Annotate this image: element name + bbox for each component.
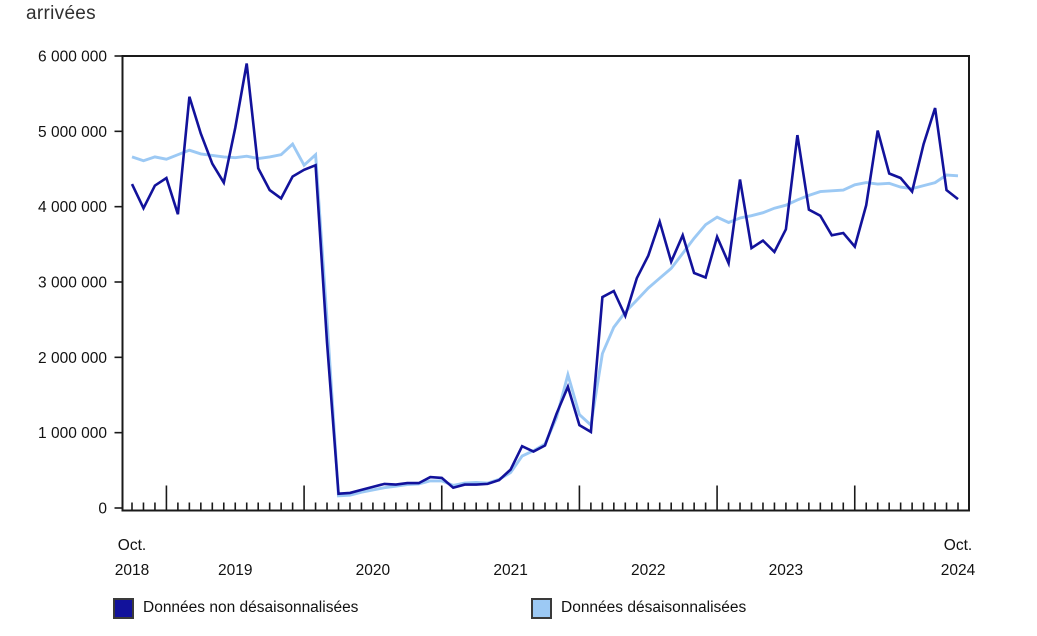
x-end-month-label: Oct.: [944, 537, 972, 554]
y-axis-tick-label: 5 000 000: [38, 124, 107, 141]
y-axis-tick-label: 0: [98, 501, 107, 518]
x-year-label: 2021: [493, 562, 527, 579]
y-axis-tick-label: 4 000 000: [38, 199, 107, 216]
x-year-label: 2019: [218, 562, 252, 579]
x-year-label: 2022: [631, 562, 665, 579]
y-axis-tick-label: 2 000 000: [38, 350, 107, 367]
y-axis-tick-label: 3 000 000: [38, 275, 107, 292]
y-axis-tick-label: 1 000 000: [38, 425, 107, 442]
x-year-label: 2020: [356, 562, 391, 579]
legend-label-adjusted: Données désaisonnalisées: [561, 599, 747, 616]
legend-swatch-adjusted: [531, 597, 552, 619]
x-year-label: 2023: [769, 562, 803, 579]
x-start-year-label: 2018: [115, 562, 149, 579]
y-axis-title: arrivées: [26, 3, 96, 24]
legend-item-adjusted: Données désaisonnalisées: [531, 597, 746, 619]
x-start-month-label: Oct.: [118, 537, 146, 554]
legend-swatch-unadjusted: [113, 597, 134, 619]
x-end-year-label: 2024: [941, 562, 976, 579]
y-axis-tick-label: 6 000 000: [38, 49, 107, 66]
legend-label-unadjusted: Données non désaisonnalisées: [143, 599, 359, 616]
legend: Données non désaisonnalisées Données dés…: [0, 597, 1037, 627]
series-line-unadjusted: [130, 63, 959, 496]
legend-item-unadjusted: Données non désaisonnalisées: [113, 597, 358, 619]
